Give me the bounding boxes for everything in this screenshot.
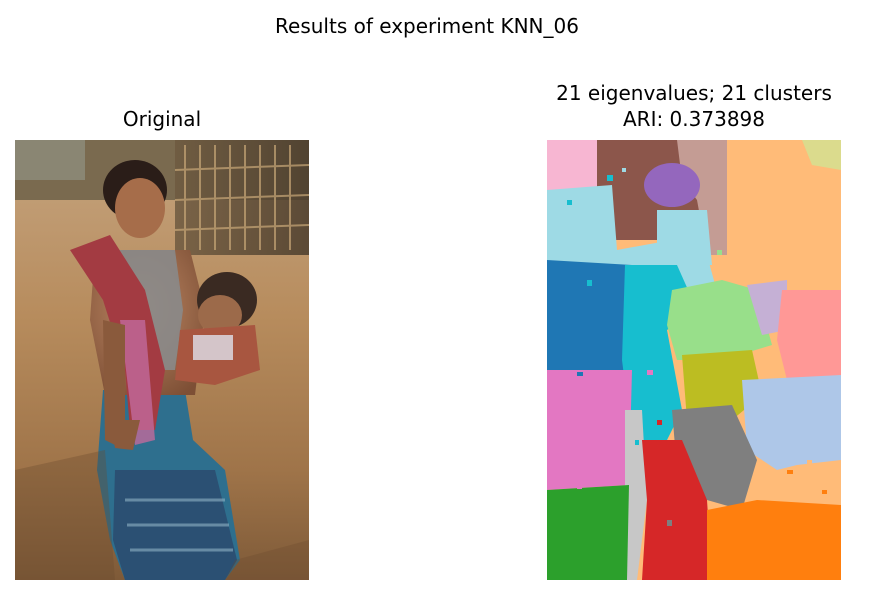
segmentation-map [547,140,841,580]
fence-region [174,140,309,255]
original-photo [15,140,309,580]
original-panel-title: Original [122,107,202,131]
cluster-noise [567,150,827,526]
clustering-panel-title: 21 eigenvalues; 21 clusters ARI: 0.37389… [494,80,881,132]
cluster-region-orange [707,500,841,580]
cluster-region-green [547,485,629,580]
cluster-region-lavender [747,280,787,335]
cluster-region-pink-top [547,140,602,190]
segmentation-panel [547,140,841,580]
cluster-region-blue [547,260,637,370]
cluster-region-salmon [777,290,841,380]
cluster-region-red [642,440,712,580]
cluster-region-paleblue [742,375,841,470]
cluster-region-lightgrey [625,410,647,580]
cluster-region-olive [682,350,762,420]
original-image-panel [15,140,309,580]
clustering-title-line1: 21 eigenvalues; 21 clusters [556,81,832,105]
figure-suptitle: Results of experiment KNN_06 [275,14,579,38]
cluster-region-khaki [802,140,841,170]
cluster-region-purple [644,163,700,207]
cluster-region-lightgreen [667,280,772,360]
woman-face [115,178,165,238]
clustering-title-line2: ARI: 0.373898 [622,107,765,131]
cluster-region-magenta [547,370,632,490]
